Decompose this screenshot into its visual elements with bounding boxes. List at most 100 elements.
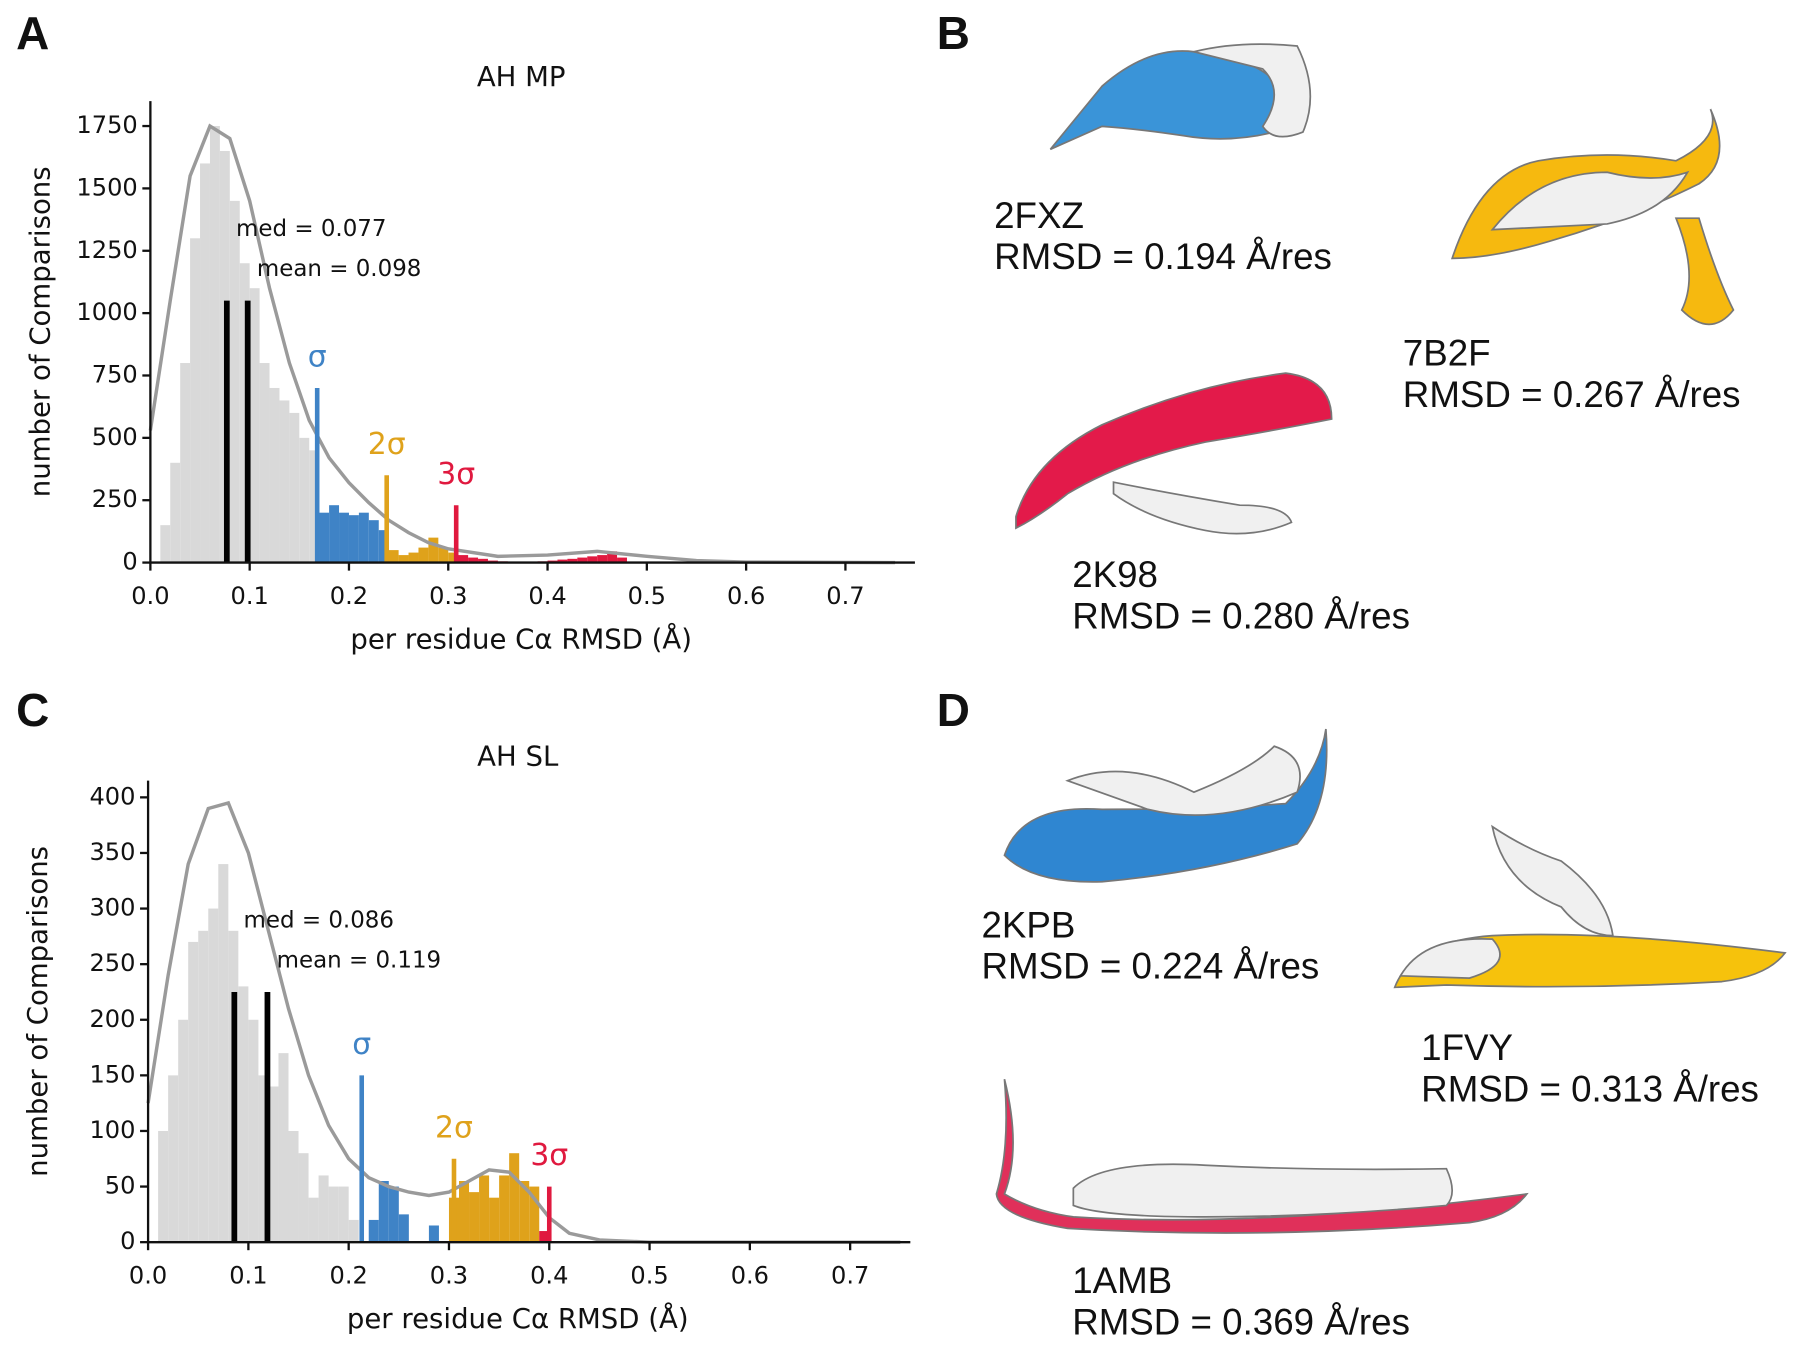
- bar: [299, 437, 310, 563]
- bar: [160, 525, 171, 563]
- ribbon: [1003, 728, 1328, 883]
- bar: [577, 557, 588, 563]
- bar: [209, 126, 220, 563]
- bar: [378, 1181, 389, 1243]
- bar: [479, 1175, 490, 1243]
- y-axis-label: number of Comparisons: [22, 846, 54, 1177]
- y-tick-label: 0: [122, 548, 137, 576]
- panel-label: C: [16, 684, 49, 736]
- x-tick-label: 0.2: [330, 1262, 368, 1290]
- y-tick-label: 750: [92, 360, 138, 388]
- x-tick-label: 0.3: [429, 582, 467, 610]
- sigma-label: 3σ: [437, 457, 475, 492]
- bar: [200, 163, 210, 563]
- bar: [499, 1175, 510, 1243]
- bar: [170, 462, 181, 563]
- stat-label: med = 0.077: [236, 216, 386, 242]
- ribbon: [1193, 43, 1312, 138]
- bar: [617, 557, 627, 563]
- sigma-label: σ: [352, 1027, 371, 1062]
- bar: [178, 1019, 189, 1243]
- bar: [229, 200, 240, 563]
- bar: [328, 1186, 339, 1243]
- bar: [567, 558, 578, 563]
- x-axis-label: per residue Cα RMSD (Å): [347, 1301, 689, 1335]
- ribbon: [1674, 217, 1735, 326]
- y-tick-label: 200: [89, 1005, 135, 1033]
- x-tick-label: 0.6: [727, 582, 765, 610]
- bar: [238, 986, 249, 1243]
- sigma-label: 3σ: [530, 1138, 568, 1173]
- bar: [489, 1197, 500, 1243]
- structure-rmsd: RMSD = 0.280 Å/res: [1072, 596, 1410, 637]
- structure-rmsd: RMSD = 0.194 Å/res: [994, 236, 1332, 277]
- bar: [428, 1225, 439, 1243]
- ribbon: [1112, 481, 1293, 535]
- bar: [368, 1219, 379, 1243]
- stat-label: med = 0.086: [244, 907, 394, 933]
- bar: [519, 1181, 530, 1243]
- bar: [607, 551, 618, 563]
- bar: [378, 530, 389, 563]
- structure-rmsd: RMSD = 0.267 Å/res: [1403, 374, 1741, 415]
- bar: [509, 1153, 520, 1243]
- ribbon: [995, 1078, 1529, 1234]
- bar: [329, 505, 340, 563]
- bar: [398, 555, 409, 563]
- bar: [348, 515, 359, 563]
- y-tick-label: 250: [92, 485, 138, 513]
- y-tick-label: 100: [89, 1116, 135, 1144]
- density-curve: [148, 123, 896, 565]
- bar: [218, 864, 229, 1243]
- structure-rmsd: RMSD = 0.369 Å/res: [1072, 1302, 1410, 1343]
- y-tick-label: 150: [89, 1060, 135, 1088]
- bar: [268, 1086, 279, 1243]
- structure-name: 2K98: [1072, 554, 1158, 595]
- x-tick-label: 0.5: [628, 582, 666, 610]
- bar: [469, 1192, 480, 1243]
- y-tick-label: 250: [89, 949, 135, 977]
- panel-label: D: [937, 684, 970, 736]
- bar: [288, 1130, 299, 1243]
- x-tick-label: 0.1: [229, 1262, 267, 1290]
- structure-rmsd: RMSD = 0.313 Å/res: [1421, 1068, 1759, 1109]
- structure-name: 7B2F: [1403, 333, 1491, 374]
- structure-rmsd: RMSD = 0.224 Å/res: [982, 946, 1320, 987]
- x-tick-label: 0.6: [731, 1262, 769, 1290]
- sigma-label: 2σ: [368, 427, 406, 462]
- bar: [180, 363, 191, 563]
- bar: [248, 1019, 259, 1243]
- bar: [458, 555, 469, 563]
- x-tick-label: 0.0: [129, 1262, 167, 1290]
- y-tick-label: 400: [89, 782, 135, 810]
- y-tick-label: 300: [89, 894, 135, 922]
- bar: [278, 1053, 289, 1243]
- chart-title: AH SL: [477, 741, 559, 773]
- bar: [168, 1075, 179, 1243]
- bar: [398, 1214, 409, 1243]
- bar: [279, 400, 290, 563]
- chart-title: AH MP: [477, 61, 566, 93]
- structure-name: 2FXZ: [994, 195, 1084, 236]
- ribbon: [1491, 824, 1614, 937]
- bar: [319, 512, 330, 563]
- x-axis-label: per residue Cα RMSD (Å): [350, 622, 692, 656]
- bar: [198, 930, 209, 1243]
- y-tick-label: 1500: [76, 173, 137, 201]
- y-tick-label: 1750: [76, 111, 137, 139]
- ribbon: [1015, 372, 1333, 530]
- y-tick-label: 500: [92, 423, 138, 451]
- bar: [478, 558, 488, 563]
- ribbon: [1490, 170, 1690, 231]
- bar: [269, 387, 280, 563]
- bar: [529, 1186, 540, 1243]
- x-tick-label: 0.4: [530, 1262, 568, 1290]
- y-tick-label: 0: [120, 1227, 135, 1255]
- bar: [358, 512, 369, 563]
- bar: [208, 908, 219, 1243]
- bar: [459, 1181, 470, 1243]
- x-tick-label: 0.3: [430, 1262, 468, 1290]
- structure-name: 1AMB: [1072, 1260, 1172, 1301]
- bar: [239, 263, 250, 563]
